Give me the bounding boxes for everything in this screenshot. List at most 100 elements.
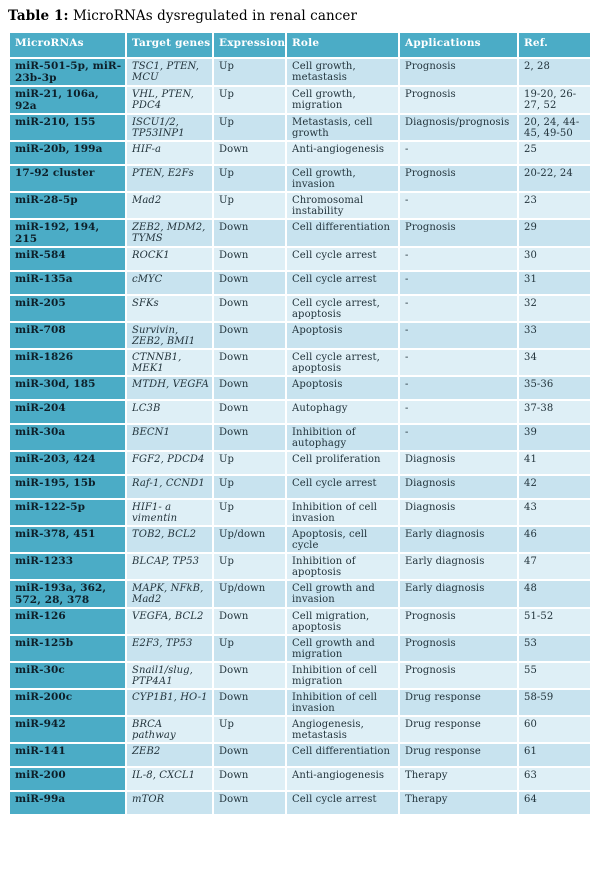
cell-role: Cell cycle arrest, apoptosis — [287, 296, 398, 322]
cell-applications: Prognosis — [400, 220, 517, 247]
cell-mirna: miR-200 — [10, 768, 125, 791]
cell-applications: Diagnosis — [400, 500, 517, 526]
cell-expression: Down — [214, 377, 285, 400]
table-caption-text: MicroRNAs dysregulated in renal cancer — [68, 8, 358, 24]
cell-role: Cell proliferation — [287, 452, 398, 475]
cell-target_genes: CTNNB1, MEK1 — [127, 350, 212, 376]
cell-applications: Prognosis — [400, 609, 517, 635]
cell-ref: 20-22, 24 — [519, 166, 590, 192]
cell-target_genes: Raf-1, CCND1 — [127, 476, 212, 499]
cell-mirna: miR-193a, 362, 572, 28, 378 — [10, 581, 125, 608]
cell-mirna: miR-141 — [10, 744, 125, 767]
table-row: miR-378, 451 TOB2, BCL2 Up/down Apoptosis, … — [10, 527, 590, 553]
cell-ref: 35-36 — [519, 377, 590, 400]
cell-expression: Up — [214, 500, 285, 526]
table-row: 17-92 cluster PTEN, E2Fs Up Cell growth, in… — [10, 166, 590, 192]
cell-mirna: miR-30a — [10, 425, 125, 451]
cell-ref: 55 — [519, 663, 590, 689]
cell-target_genes: ROCK1 — [127, 248, 212, 271]
cell-ref: 47 — [519, 554, 590, 580]
cell-mirna: miR-21, 106a, 92a — [10, 87, 125, 114]
cell-ref: 25 — [519, 142, 590, 165]
cell-target_genes: Survivin, ZEB2, BMI1 — [127, 323, 212, 349]
cell-ref: 30 — [519, 248, 590, 271]
column-header-role: Role — [287, 33, 398, 57]
cell-mirna: miR-30d, 185 — [10, 377, 125, 400]
cell-role: Cell growth, migration — [287, 87, 398, 114]
cell-mirna: miR-125b — [10, 636, 125, 662]
cell-applications: Therapy — [400, 768, 517, 791]
cell-role: Cell migration, apoptosis — [287, 609, 398, 635]
cell-role: Inhibition of cell invasion — [287, 690, 398, 716]
cell-expression: Up — [214, 166, 285, 192]
table-row: miR-30a BECN1 Down Inhibition of autophagy -… — [10, 425, 590, 451]
cell-expression: Up — [214, 87, 285, 114]
table-row: miR-203, 424 FGF2, PDCD4 Up Cell proliferat… — [10, 452, 590, 475]
cell-mirna: miR-135a — [10, 272, 125, 295]
table-caption: Table 1: MicroRNAs dysregulated in renal… — [8, 8, 592, 24]
cell-role: Metastasis, cell growth — [287, 115, 398, 141]
cell-applications: - — [400, 193, 517, 219]
cell-expression: Down — [214, 142, 285, 165]
table-row: miR-30d, 185 MTDH, VEGFA Down Apoptosis -35-… — [10, 377, 590, 400]
cell-expression: Down — [214, 248, 285, 271]
cell-applications: Diagnosis — [400, 452, 517, 475]
cell-expression: Up — [214, 717, 285, 743]
cell-ref: 23 — [519, 193, 590, 219]
table-row: miR-30c Snail1/slug, PTP4A1 Down Inhibition… — [10, 663, 590, 689]
cell-target_genes: LC3B — [127, 401, 212, 424]
cell-target_genes: SFKs — [127, 296, 212, 322]
cell-expression: Down — [214, 425, 285, 451]
table-row: miR-135a cMYC Down Cell cycle arrest -31 — [10, 272, 590, 295]
table-row: miR-126 VEGFA, BCL2 Down Cell migration, ap… — [10, 609, 590, 635]
cell-mirna: miR-942 — [10, 717, 125, 743]
cell-role: Inhibition of autophagy — [287, 425, 398, 451]
cell-role: Inhibition of apoptosis — [287, 554, 398, 580]
cell-role: Chromosomal instability — [287, 193, 398, 219]
table-row: miR-708 Survivin, ZEB2, BMI1 Down Apoptosis… — [10, 323, 590, 349]
cell-ref: 60 — [519, 717, 590, 743]
cell-expression: Down — [214, 220, 285, 247]
cell-ref: 20, 24, 44-45, 49-50 — [519, 115, 590, 141]
cell-applications: Diagnosis — [400, 476, 517, 499]
cell-ref: 46 — [519, 527, 590, 553]
table-row: miR-20b, 199a HIF-a Down Anti-angiogenesis -… — [10, 142, 590, 165]
cell-ref: 42 — [519, 476, 590, 499]
table-row: miR-210, 155 ISCU1/2, TP53INP1 Up Metastasi… — [10, 115, 590, 141]
cell-expression: Up — [214, 59, 285, 86]
cell-expression: Up/down — [214, 527, 285, 553]
cell-role: Cell differentiation — [287, 220, 398, 247]
cell-ref: 61 — [519, 744, 590, 767]
cell-role: Cell growth, metastasis — [287, 59, 398, 86]
table-row: miR-200 IL-8, CXCL1 Down Anti-angiogenesis T… — [10, 768, 590, 791]
cell-mirna: miR-203, 424 — [10, 452, 125, 475]
cell-ref: 34 — [519, 350, 590, 376]
cell-expression: Down — [214, 296, 285, 322]
cell-ref: 53 — [519, 636, 590, 662]
cell-target_genes: HIF-a — [127, 142, 212, 165]
cell-mirna: miR-708 — [10, 323, 125, 349]
cell-ref: 58-59 — [519, 690, 590, 716]
cell-target_genes: MTDH, VEGFA — [127, 377, 212, 400]
table-row: miR-1233 BLCAP, TP53 Up Inhibition of apopt… — [10, 554, 590, 580]
cell-mirna: miR-20b, 199a — [10, 142, 125, 165]
cell-role: Cell differentiation — [287, 744, 398, 767]
table-header-row: MicroRNAs Target genes Expression Role Appli… — [10, 33, 590, 57]
cell-mirna: miR-192, 194, 215 — [10, 220, 125, 247]
cell-target_genes: IL-8, CXCL1 — [127, 768, 212, 791]
table-row: miR-193a, 362, 572, 28, 378 MAPK, NFkB, M… — [10, 581, 590, 608]
cell-expression: Down — [214, 768, 285, 791]
cell-role: Inhibition of cell migration — [287, 663, 398, 689]
cell-applications: Diagnosis/prognosis — [400, 115, 517, 141]
cell-role: Cell cycle arrest — [287, 248, 398, 271]
cell-target_genes: Mad2 — [127, 193, 212, 219]
table-row: miR-21, 106a, 92a VHL, PTEN, PDC4 Up Cell g… — [10, 87, 590, 114]
cell-applications: Drug response — [400, 690, 517, 716]
cell-role: Cell growth, invasion — [287, 166, 398, 192]
cell-target_genes: FGF2, PDCD4 — [127, 452, 212, 475]
cell-applications: Early diagnosis — [400, 581, 517, 608]
cell-role: Anti-angiogenesis — [287, 142, 398, 165]
cell-mirna: miR-99a — [10, 792, 125, 815]
cell-target_genes: VHL, PTEN, PDC4 — [127, 87, 212, 114]
cell-expression: Down — [214, 663, 285, 689]
